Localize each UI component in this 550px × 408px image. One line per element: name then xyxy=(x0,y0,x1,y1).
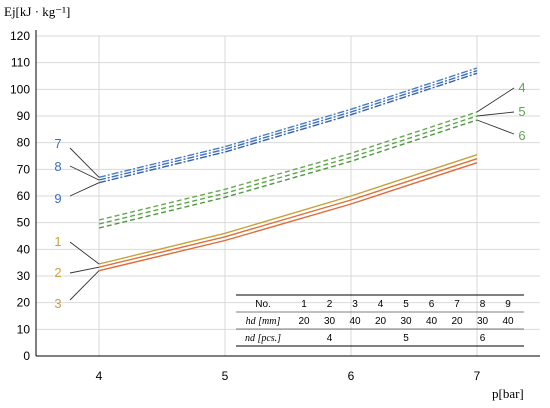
callout-leader-5 xyxy=(476,111,515,117)
legend-hd-value: 20 xyxy=(451,316,463,327)
x-tick-label: 4 xyxy=(96,369,103,383)
callout-leader-4 xyxy=(476,87,515,113)
series-line-8 xyxy=(98,70,478,181)
axes xyxy=(35,30,540,357)
legend-hd-value: 30 xyxy=(400,316,412,327)
y-tick-label: 20 xyxy=(17,296,31,310)
legend-hd-value: 30 xyxy=(324,316,336,327)
y-tick-label: 10 xyxy=(17,322,31,336)
y-tick-label: 80 xyxy=(17,136,31,150)
series-line-9 xyxy=(98,72,478,184)
y-tick-label: 90 xyxy=(17,109,31,123)
legend-number: 2 xyxy=(327,299,333,310)
y-tick-label: 50 xyxy=(17,216,31,230)
legend-number: 3 xyxy=(352,299,358,310)
callout-label-3: 3 xyxy=(54,296,61,311)
y-axis-title: Ej[kJ · kg⁻¹] xyxy=(4,4,70,19)
x-axis-title: p[bar] xyxy=(492,386,524,401)
callout-leader-7 xyxy=(69,147,100,178)
legend-number: 7 xyxy=(454,299,460,310)
callout-leader-8 xyxy=(69,165,100,181)
y-tick-label: 0 xyxy=(23,349,30,363)
legend-header-label: No. xyxy=(255,299,271,310)
series-line-5 xyxy=(98,115,478,225)
y-tick-label: 120 xyxy=(10,29,30,43)
grid xyxy=(36,35,540,357)
legend-number: 8 xyxy=(480,299,486,310)
x-tick-labels: 4 5 6 7 xyxy=(96,369,481,383)
callout-label-9: 9 xyxy=(54,191,61,206)
y-tick-label: 100 xyxy=(10,82,30,96)
callouts: 1 2 3 4 5 6 7 8 9 xyxy=(54,80,525,311)
y-tick-label: 60 xyxy=(17,189,31,203)
legend-hd-value: 40 xyxy=(426,316,438,327)
callout-label-8: 8 xyxy=(54,159,61,174)
y-tick-labels: 0 10 20 30 40 50 60 70 80 90 100 110 120 xyxy=(10,29,30,363)
legend-number: 5 xyxy=(403,299,409,310)
series-line-7 xyxy=(98,67,478,178)
series-line-4 xyxy=(98,111,478,221)
series-line-1 xyxy=(98,154,478,265)
callout-leader-9 xyxy=(69,182,100,197)
legend-hd-value: 30 xyxy=(477,316,489,327)
series-line-6 xyxy=(98,119,478,229)
series-line-3 xyxy=(98,162,478,272)
series-lines xyxy=(98,67,478,272)
legend-hd-value: 40 xyxy=(502,316,514,327)
callout-label-5: 5 xyxy=(518,104,525,119)
y-tick-label: 40 xyxy=(17,242,31,256)
callout-leader-1 xyxy=(69,241,100,265)
callout-label-6: 6 xyxy=(518,128,525,143)
legend-hd-value: 20 xyxy=(375,316,387,327)
legend-hd-label: hd [mm] xyxy=(246,316,281,327)
callout-label-7: 7 xyxy=(54,136,61,151)
y-tick-label: 30 xyxy=(17,269,31,283)
y-tick-label: 70 xyxy=(17,162,31,176)
legend-hd-value: 20 xyxy=(298,316,310,327)
x-tick-label: 6 xyxy=(348,369,355,383)
series-line-2 xyxy=(98,158,478,268)
legend-nd-value: 6 xyxy=(480,333,486,344)
legend-table: No. 1 2 3 4 5 6 7 8 9 hd [mm] 20 30 40 20 30 40 20 30 40 nd … xyxy=(236,294,524,347)
callout-label-1: 1 xyxy=(54,234,61,249)
legend-number: 6 xyxy=(429,299,435,310)
callout-leader-3 xyxy=(69,270,100,301)
legend-number: 9 xyxy=(505,299,511,310)
callout-label-4: 4 xyxy=(518,80,525,95)
x-tick-label: 5 xyxy=(222,369,229,383)
legend-nd-label: nd [pcs.] xyxy=(245,333,281,344)
legend-nd-value: 5 xyxy=(403,333,409,344)
legend-hd-value: 40 xyxy=(349,316,361,327)
y-tick-label: 110 xyxy=(11,56,30,70)
legend-nd-value: 4 xyxy=(327,333,333,344)
x-tick-label: 7 xyxy=(474,369,481,383)
callout-leader-2 xyxy=(69,266,100,274)
callout-label-2: 2 xyxy=(54,265,61,280)
legend-number: 4 xyxy=(378,299,384,310)
legend-number: 1 xyxy=(301,299,307,310)
callout-leader-6 xyxy=(476,119,515,135)
